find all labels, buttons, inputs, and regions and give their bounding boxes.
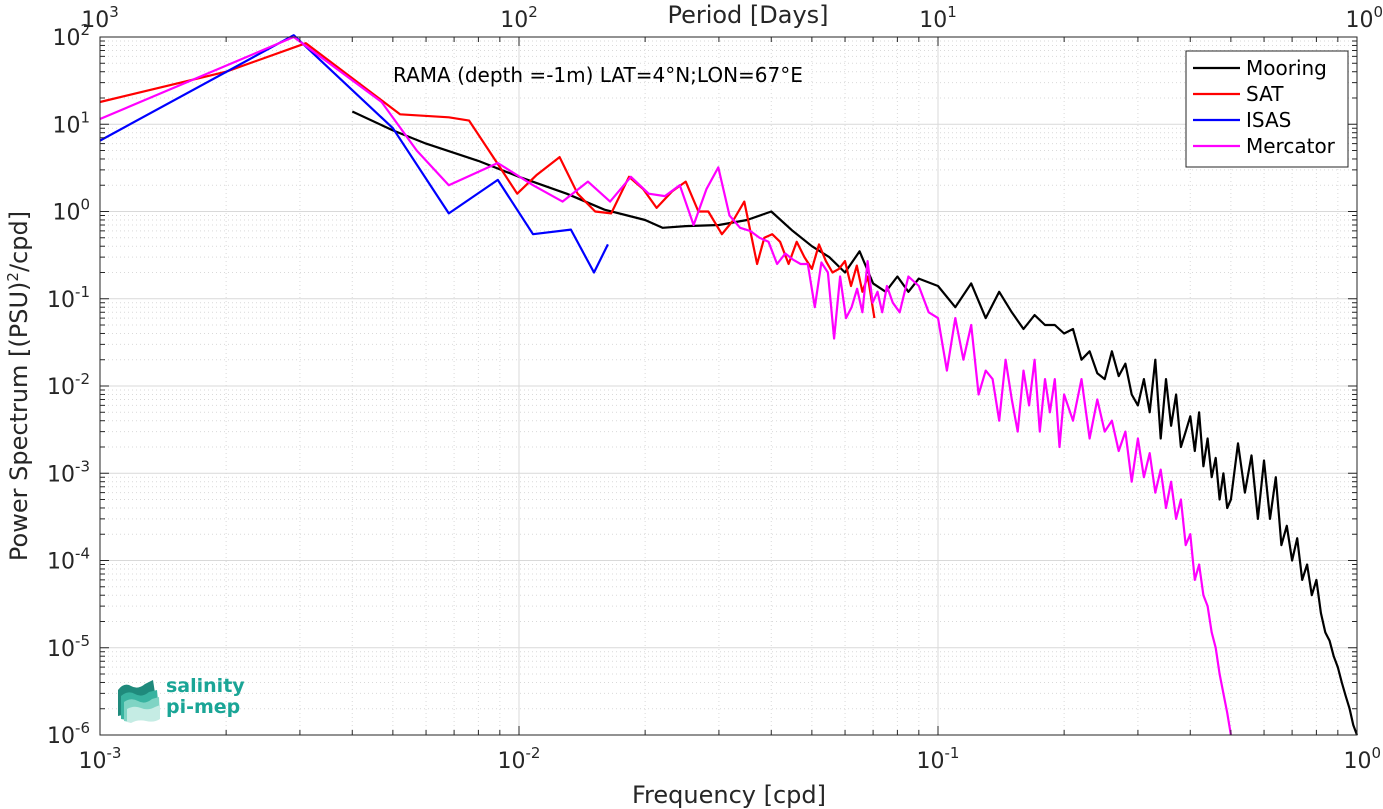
legend-label-mercator: Mercator xyxy=(1246,134,1336,158)
wave-logo-icon xyxy=(118,680,160,723)
y-tick-label: 10-5 xyxy=(47,632,90,662)
x-tick-label: 10-3 xyxy=(79,744,122,774)
top-tick-label: 100 xyxy=(1345,3,1383,33)
chart-annotation: RAMA (depth =-1m) LAT=4°N;LON=67°E xyxy=(393,63,803,87)
logo-text-pimep: pi-mep xyxy=(166,696,240,718)
x-axis-label: Frequency [cpd] xyxy=(632,781,826,809)
grid xyxy=(99,37,1357,735)
y-tick-label: 102 xyxy=(52,21,90,51)
top-tick-label: 103 xyxy=(81,3,119,33)
series-line-mercator xyxy=(99,35,1232,736)
top-axis-label: Period [Days] xyxy=(667,1,828,29)
top-tick-label: 102 xyxy=(500,3,538,33)
series-layer xyxy=(99,34,1359,736)
y-tick-label: 10-1 xyxy=(47,283,90,313)
y-tick-label: 101 xyxy=(52,108,90,138)
legend-label-sat: SAT xyxy=(1246,82,1284,106)
y-tick-label: 10-4 xyxy=(47,545,90,575)
series-line-sat xyxy=(99,42,876,319)
legend-box xyxy=(1185,50,1349,168)
x-tick-label: 100 xyxy=(1343,744,1381,774)
y-axis-label: Power Spectrum [(PSU)2/cpd] xyxy=(4,211,33,561)
y-tick-label: 10-6 xyxy=(47,719,90,749)
salinity-pimep-logo: salinity pi-mep xyxy=(118,675,245,723)
y-tick-label: 10-2 xyxy=(47,370,90,400)
series-line-isas xyxy=(99,34,609,274)
x-tick-label: 10-1 xyxy=(917,744,960,774)
x-tick-label: 10-2 xyxy=(498,744,541,774)
y-tick-label: 10-3 xyxy=(47,457,90,487)
logo-text-salinity: salinity xyxy=(166,675,245,697)
legend-label-isas: ISAS xyxy=(1246,108,1291,132)
y-tick-label: 100 xyxy=(52,196,90,226)
legend-label-mooring: Mooring xyxy=(1246,56,1327,80)
top-tick-label: 101 xyxy=(919,3,957,33)
